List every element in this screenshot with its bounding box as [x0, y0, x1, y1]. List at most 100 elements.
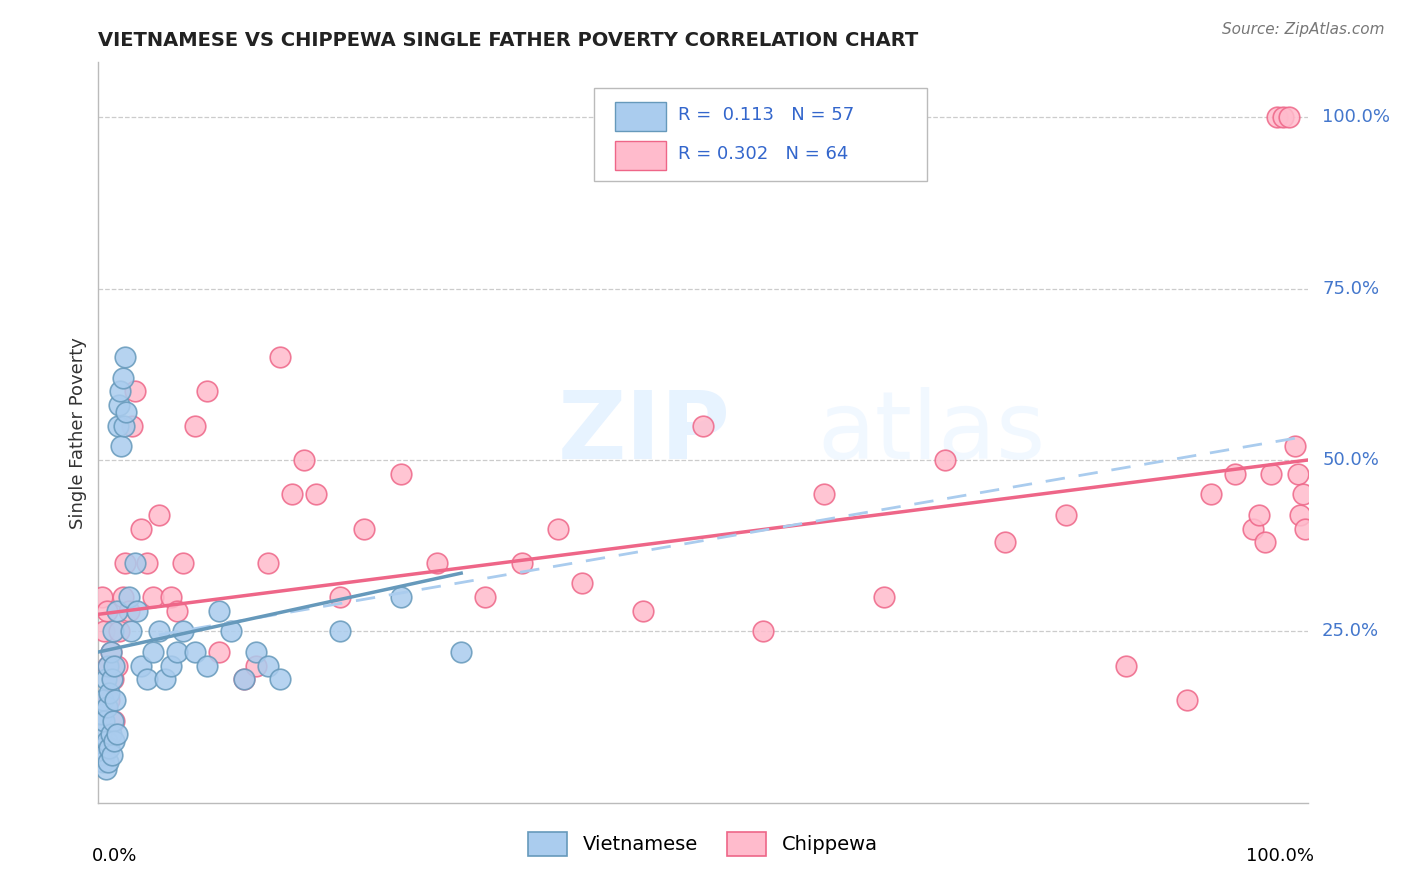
Text: 0.0%: 0.0%	[93, 847, 138, 865]
Point	[631, 604, 654, 618]
Point	[94, 762, 117, 776]
Point	[1241, 522, 1264, 536]
Point	[124, 384, 146, 399]
Point	[121, 418, 143, 433]
Point	[104, 693, 127, 707]
Point	[389, 467, 412, 481]
Point	[166, 645, 188, 659]
Point	[105, 658, 128, 673]
Point	[221, 624, 243, 639]
Point	[111, 371, 134, 385]
Point	[184, 418, 207, 433]
Point	[142, 590, 165, 604]
Point	[1286, 467, 1309, 481]
Point	[305, 487, 328, 501]
Point	[96, 734, 118, 748]
Point	[118, 590, 141, 604]
Point	[873, 590, 896, 604]
Point	[1278, 110, 1301, 124]
Point	[1199, 487, 1222, 501]
Point	[1054, 508, 1077, 522]
Point	[91, 741, 114, 756]
Point	[110, 439, 132, 453]
FancyBboxPatch shape	[614, 102, 665, 131]
Point	[245, 645, 267, 659]
Point	[1292, 487, 1315, 501]
Text: R =  0.113   N = 57: R = 0.113 N = 57	[678, 106, 853, 124]
Point	[93, 714, 115, 728]
Point	[91, 755, 114, 769]
Point	[281, 487, 304, 501]
Point	[108, 398, 131, 412]
Point	[269, 673, 291, 687]
Point	[129, 522, 152, 536]
Point	[97, 755, 120, 769]
Point	[1272, 110, 1295, 124]
Point	[94, 673, 117, 687]
Text: 75.0%: 75.0%	[1322, 280, 1379, 298]
Text: 50.0%: 50.0%	[1322, 451, 1379, 469]
Point	[269, 350, 291, 364]
Point	[96, 604, 118, 618]
Legend: Vietnamese, Chippewa: Vietnamese, Chippewa	[520, 824, 886, 863]
Point	[148, 508, 170, 522]
Point	[96, 699, 118, 714]
Point	[292, 453, 315, 467]
Point	[232, 673, 254, 687]
FancyBboxPatch shape	[595, 88, 927, 181]
Point	[571, 576, 593, 591]
Point	[245, 658, 267, 673]
Point	[142, 645, 165, 659]
Text: atlas: atlas	[818, 386, 1046, 479]
Point	[353, 522, 375, 536]
Point	[1294, 522, 1316, 536]
Point	[112, 418, 135, 433]
Point	[1260, 467, 1282, 481]
Point	[103, 734, 125, 748]
Point	[1223, 467, 1246, 481]
Point	[135, 673, 157, 687]
Point	[98, 693, 121, 707]
Point	[114, 350, 136, 364]
Point	[100, 645, 122, 659]
Point	[100, 747, 122, 762]
Point	[105, 604, 128, 618]
Point	[184, 645, 207, 659]
Point	[547, 522, 569, 536]
Point	[450, 645, 472, 659]
Point	[166, 604, 188, 618]
Point	[97, 658, 120, 673]
Point	[100, 727, 122, 741]
Point	[127, 604, 149, 618]
Point	[160, 658, 183, 673]
Point	[108, 384, 131, 399]
Point	[172, 624, 194, 639]
Point	[124, 556, 146, 570]
Point	[148, 624, 170, 639]
Point	[91, 706, 114, 721]
Point	[90, 727, 112, 741]
Y-axis label: Single Father Poverty: Single Father Poverty	[69, 336, 87, 529]
Point	[934, 453, 956, 467]
Point	[510, 556, 533, 570]
Point	[1249, 508, 1271, 522]
Point	[1267, 110, 1289, 124]
Point	[118, 604, 141, 618]
Point	[474, 590, 496, 604]
Point	[208, 645, 231, 659]
Text: 100.0%: 100.0%	[1322, 108, 1391, 127]
Point	[129, 658, 152, 673]
Point	[101, 624, 124, 639]
Point	[172, 556, 194, 570]
Text: VIETNAMESE VS CHIPPEWA SINGLE FATHER POVERTY CORRELATION CHART: VIETNAMESE VS CHIPPEWA SINGLE FATHER POV…	[98, 30, 918, 50]
Point	[1284, 439, 1306, 453]
Point	[107, 418, 129, 433]
Point	[135, 556, 157, 570]
Point	[93, 624, 115, 639]
Point	[752, 624, 775, 639]
Point	[994, 535, 1017, 549]
Point	[114, 556, 136, 570]
Point	[120, 624, 142, 639]
Point	[389, 590, 412, 604]
Point	[1175, 693, 1198, 707]
